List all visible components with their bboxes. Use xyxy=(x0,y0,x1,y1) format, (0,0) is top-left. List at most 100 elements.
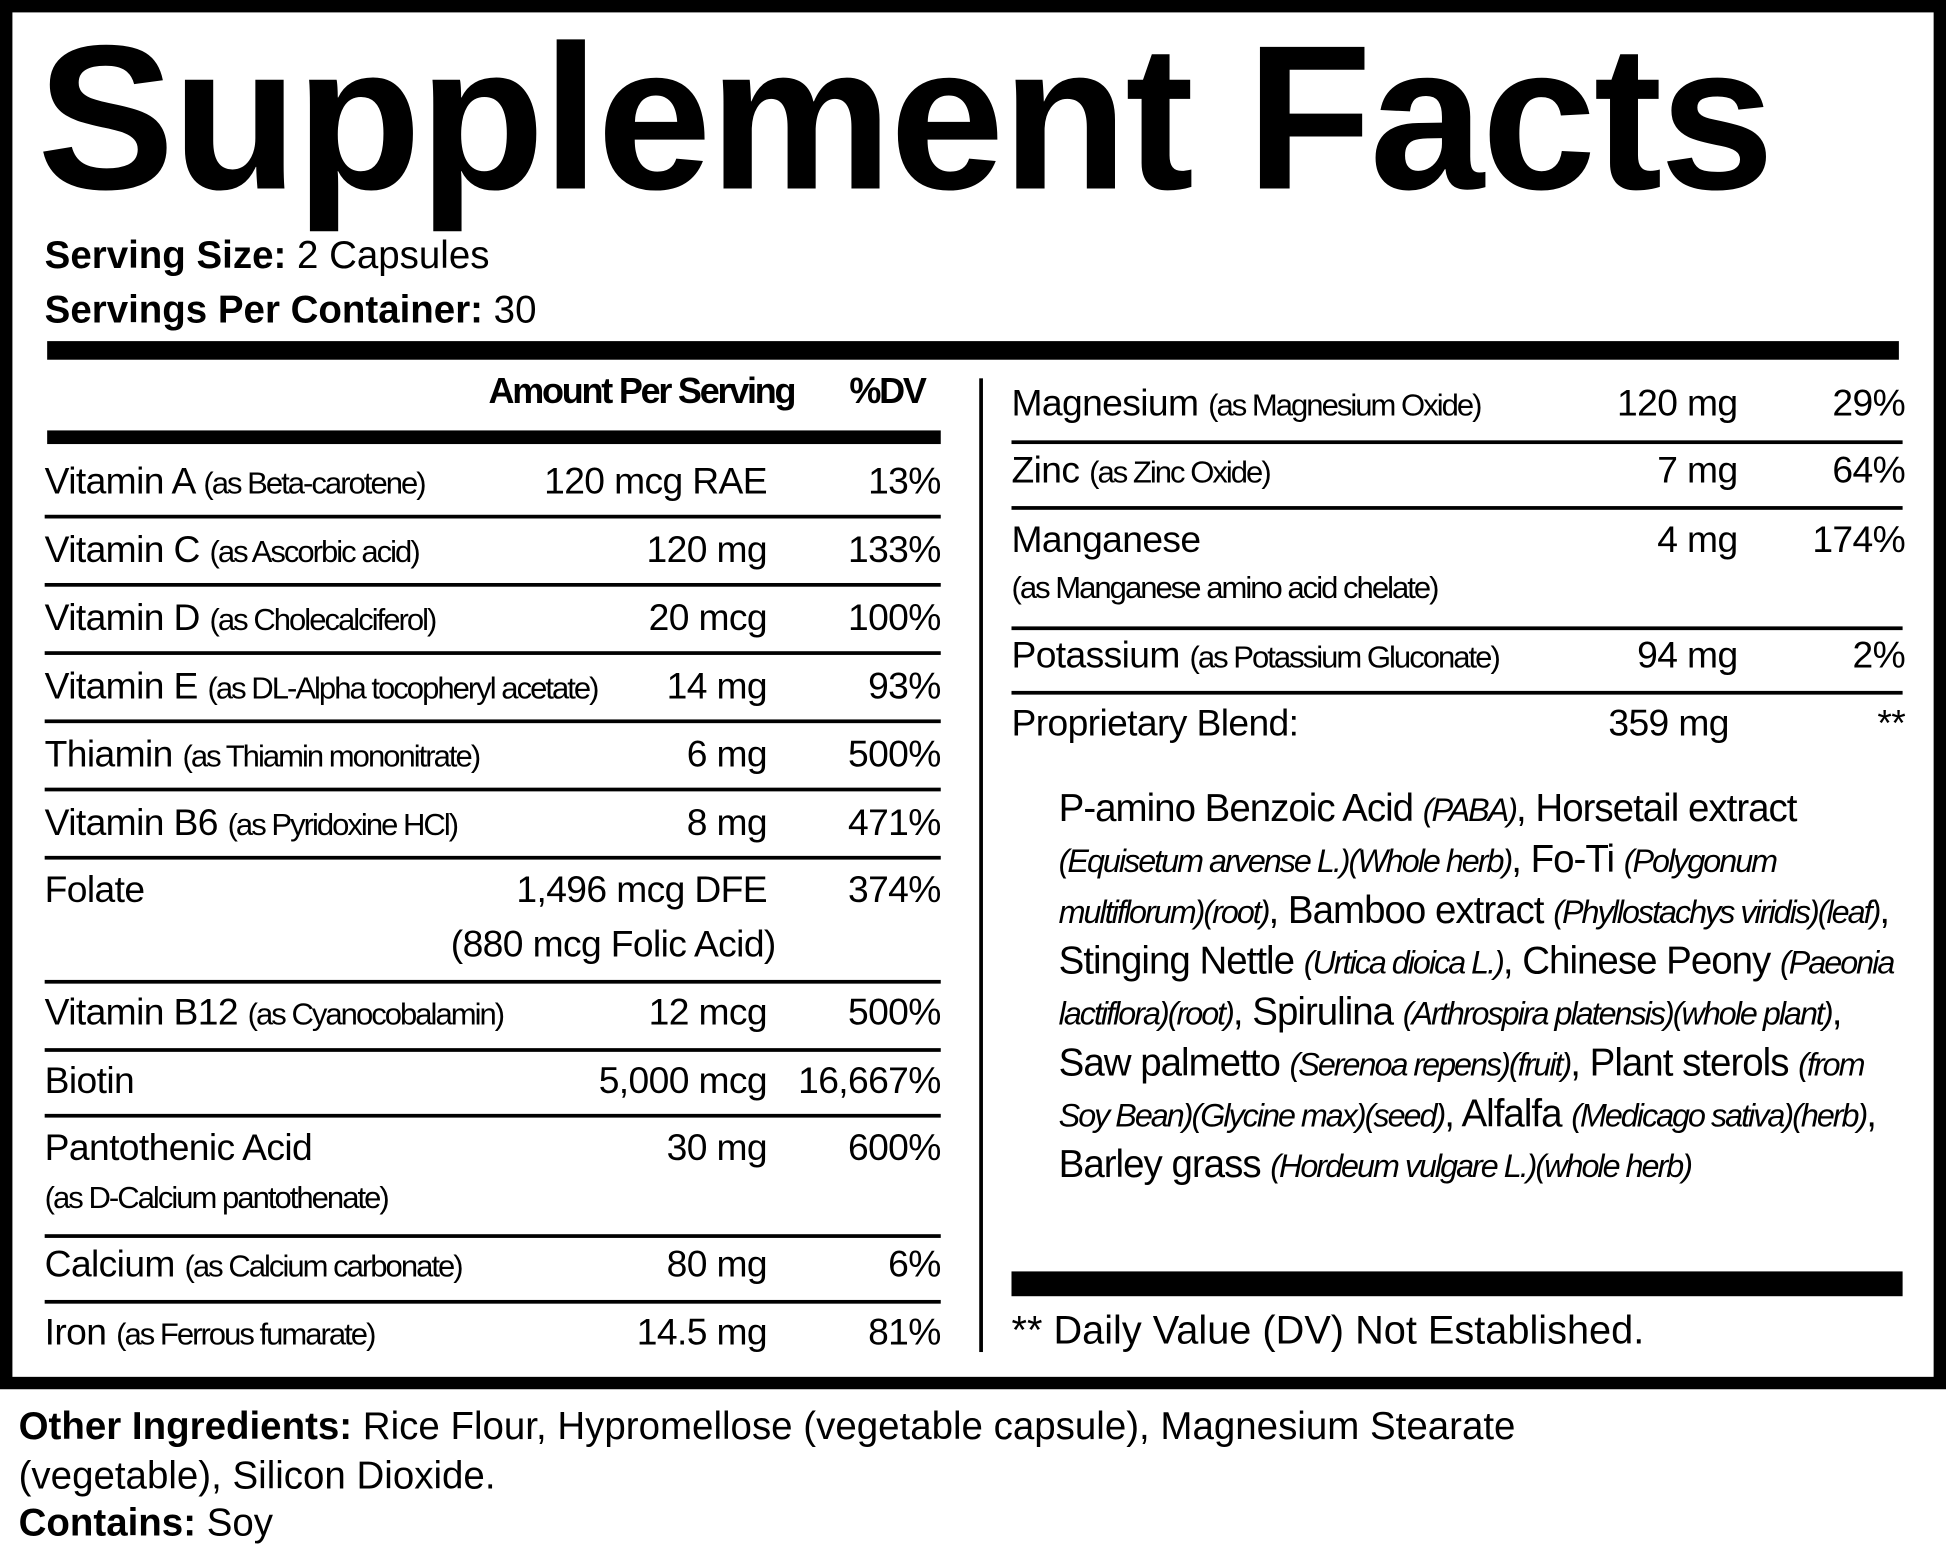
nutrient-label: Vitamin B6 xyxy=(44,802,219,844)
servings-per-container: Servings Per Container: 30 xyxy=(45,288,537,333)
row-divider xyxy=(44,582,941,587)
row-divider xyxy=(44,719,941,724)
row-divider xyxy=(44,1299,941,1304)
nutrient-dv: 500% xyxy=(848,734,941,776)
nutrient-label: Vitamin E xyxy=(44,666,199,708)
nutrient-dv: 374% xyxy=(848,869,941,911)
row-divider xyxy=(44,651,941,655)
nutrient-name: Vitamin C (as Ascorbic acid) xyxy=(44,528,421,574)
nutrient-source: (as Cholecalciferol) xyxy=(209,602,438,638)
nutrient-amount: 5,000 mcg xyxy=(598,1060,768,1102)
nutrient-label: Thiamin xyxy=(44,734,174,776)
botanical-source: (Phyllostachys viridis)(leaf) xyxy=(1553,893,1881,931)
row-divider xyxy=(44,1048,941,1052)
thick-divider xyxy=(47,341,1899,360)
row-divider xyxy=(1011,440,1903,445)
ingredient-name: , Saw palmetto xyxy=(1058,989,1843,1085)
nutrient-name: Folate xyxy=(45,868,145,913)
ingredient-name: , Spirulina xyxy=(1232,989,1403,1034)
nutrient-label: Calcium xyxy=(44,1244,176,1286)
nutrient-amount: 120 mg xyxy=(1617,383,1738,425)
nutrient-source: (as Potassium Gluconate) xyxy=(1189,640,1500,675)
nutrient-source: (as Pyridoxine HCl) xyxy=(227,807,460,843)
nutrient-name: Magnesium (as Magnesium Oxide) xyxy=(1011,382,1482,428)
nutrient-amount: 1,496 mcg DFE xyxy=(516,869,767,911)
nutrient-dv: ** xyxy=(1877,703,1906,745)
nutrient-source: (as Beta-carotene) xyxy=(203,466,426,502)
nutrient-source: (as Magnesium Oxide) xyxy=(1208,388,1482,423)
row-divider xyxy=(1011,626,1903,631)
nutrient-amount: 12 mcg xyxy=(648,992,768,1034)
nutrient-name: Pantothenic Acid xyxy=(44,1126,313,1171)
label-title: Supplement Facts xyxy=(37,3,1774,234)
botanical-source: (Medicago sativa)(herb) xyxy=(1571,1096,1868,1134)
contains-value: Soy xyxy=(206,1500,274,1545)
nutrient-name: Potassium (as Potassium Gluconate) xyxy=(1011,634,1500,680)
nutrient-name: Manganese xyxy=(1011,518,1201,563)
ingredient-name: , Horsetail extract xyxy=(1516,786,1797,830)
nutrient-amount: 359 mg xyxy=(1608,703,1729,745)
nutrient-source: (as Manganese amino acid chelate) xyxy=(1011,570,1439,606)
nutrient-source: (as DL-Alpha tocopheryl acetate) xyxy=(207,671,599,706)
nutrient-name: Vitamin B12 (as Cyanocobalamin) xyxy=(45,991,505,1037)
column-divider xyxy=(979,378,983,1353)
botanical-source: (Hordeum vulgare L.)(whole herb) xyxy=(1270,1147,1693,1185)
botanical-source: (Urtica dioica L.) xyxy=(1303,943,1505,982)
nutrient-amount: 120 mcg RAE xyxy=(544,461,768,503)
nutrient-name: Calcium (as Calcium carbonate) xyxy=(44,1243,464,1289)
nutrient-label: Folate xyxy=(44,869,145,911)
nutrient-amount: 14.5 mg xyxy=(636,1312,768,1354)
nutrient-amount: 20 mcg xyxy=(648,597,768,639)
other-ingredients-cont: (vegetable), Silicon Dioxide. xyxy=(18,1453,496,1498)
nutrient-amount: 14 mg xyxy=(666,666,768,708)
nutrient-name: Thiamin (as Thiamin mononitrate) xyxy=(44,733,481,779)
nutrient-source: (as D-Calcium pantothenate) xyxy=(44,1180,390,1216)
other-ingredients-value: Rice Flour, Hypromellose (vegetable caps… xyxy=(362,1404,1516,1448)
bottom-thick-divider xyxy=(1011,1271,1903,1297)
proprietary-blend-ingredients: P-amino Benzoic Acid (PABA), Horsetail e… xyxy=(1059,784,1915,1191)
botanical-source: (Paeonia lactiflora)(root) xyxy=(1058,943,1896,1033)
ingredient-name: , Plant sterols xyxy=(1570,1040,1799,1085)
label-border xyxy=(0,0,1946,1390)
row-divider xyxy=(44,514,941,519)
nutrient-label: Vitamin A xyxy=(44,461,195,503)
nutrient-dv: 500% xyxy=(848,992,941,1034)
nutrient-dv: 64% xyxy=(1832,450,1906,492)
nutrient-label: Vitamin D xyxy=(44,597,201,639)
serving-size: Serving Size: 2 Capsules xyxy=(45,233,490,278)
botanical-source: (Serenoa repens)(fruit) xyxy=(1289,1045,1573,1083)
ingredient-name: , Barley grass xyxy=(1058,1091,1877,1186)
botanical-source: (PABA) xyxy=(1422,791,1518,829)
row-divider xyxy=(1011,690,1903,695)
nutrient-amount: 80 mg xyxy=(666,1244,768,1286)
row-divider xyxy=(44,1113,941,1118)
ingredient-name: , Alfalfa xyxy=(1444,1091,1572,1135)
nutrient-name: Vitamin A (as Beta-carotene) xyxy=(44,460,427,506)
nutrient-dv: 600% xyxy=(848,1127,941,1169)
nutrient-dv: 100% xyxy=(848,597,941,639)
other-ingredients-label: Other Ingredients: xyxy=(18,1404,353,1448)
nutrient-label: Proprietary Blend: xyxy=(1011,703,1299,745)
nutrient-label: Pantothenic Acid xyxy=(44,1127,313,1169)
nutrient-source: (as Ferrous fumarate) xyxy=(116,1317,376,1353)
botanical-source: (Arthrospira platensis)(whole plant) xyxy=(1402,994,1834,1033)
nutrient-name: Vitamin B6 (as Pyridoxine HCl) xyxy=(44,801,460,847)
nutrient-dv: 81% xyxy=(868,1312,941,1354)
dv-header: %DV xyxy=(849,372,927,412)
nutrient-label: Vitamin C xyxy=(44,529,201,571)
nutrient-source: (as Cyanocobalamin) xyxy=(247,997,505,1033)
contains-label: Contains: xyxy=(18,1500,197,1545)
botanical-source: (Polygonum multiflorum)(root) xyxy=(1058,842,1778,931)
nutrient-label: Manganese xyxy=(1011,519,1201,561)
row-divider xyxy=(1011,506,1903,510)
nutrient-source: (as Zinc Oxide) xyxy=(1089,455,1272,490)
nutrient-dv: 471% xyxy=(848,802,941,844)
nutrient-amount: 120 mg xyxy=(646,529,768,571)
nutrient-amount: 30 mg xyxy=(666,1127,768,1169)
servings-per-container-label: Servings Per Container: xyxy=(44,287,483,332)
botanical-source: (Equisetum arvense L.)(Whole herb) xyxy=(1058,842,1514,880)
row-divider xyxy=(44,787,941,792)
nutrient-dv: 16,667% xyxy=(798,1060,941,1102)
nutrient-label: Magnesium xyxy=(1011,383,1199,425)
